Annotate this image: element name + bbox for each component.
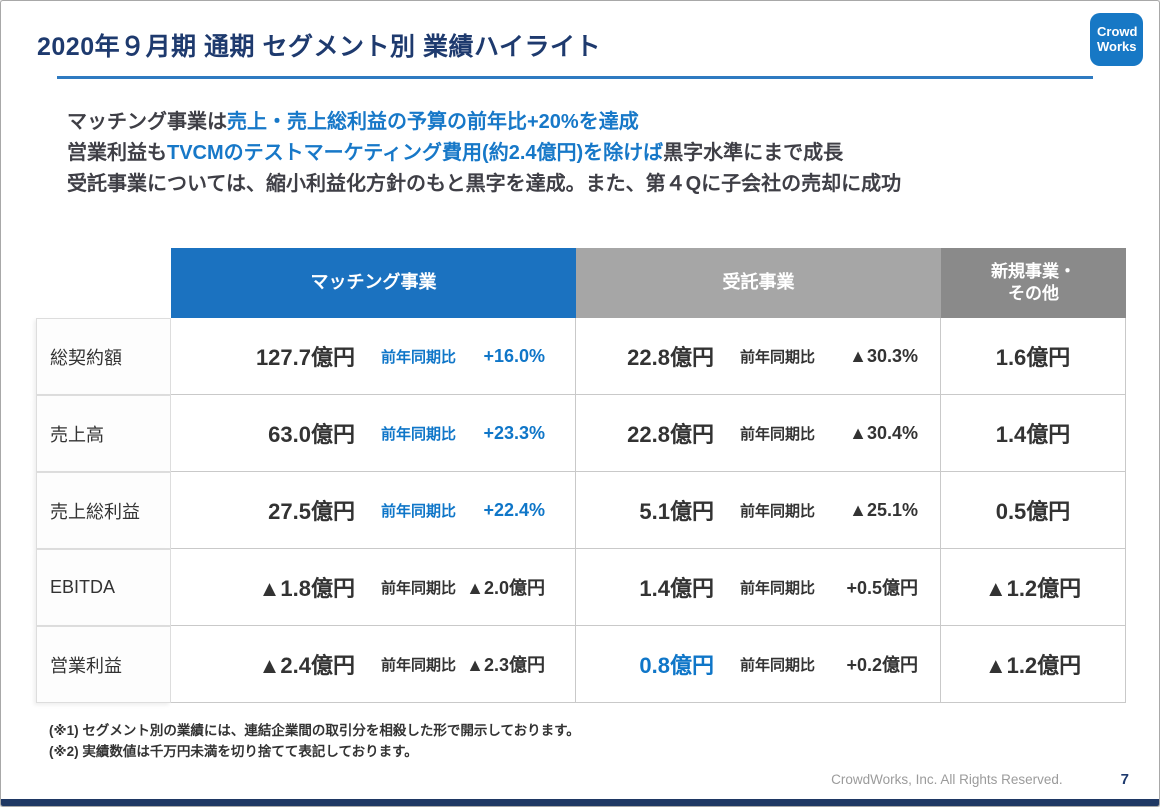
row-label: EBITDA (36, 549, 171, 626)
matching-cell: 27.5億円 前年同期比 +22.4% (171, 472, 576, 549)
copyright-text: CrowdWorks, Inc. All Rights Reserved. (831, 772, 1063, 787)
column-header-contracted: 受託事業 (576, 248, 941, 318)
yoy-change: ▲25.1% (849, 499, 918, 520)
summary-2-highlight: TVCMのテストマーケティング費用(約2.4億円)を除けば (167, 142, 664, 164)
matching-cell: 127.7億円 前年同期比 +16.0% (171, 318, 576, 395)
new-business-cell: 1.4億円 (941, 395, 1126, 472)
matching-cell: 63.0億円 前年同期比 +23.3% (171, 395, 576, 472)
footnote-2: (※2) 実績数値は千万円未満を切り捨てて表記しております。 (49, 743, 418, 759)
table-header-row: マッチング事業 受託事業 新規事業・ その他 (36, 248, 1126, 318)
summary-line-1: マッチング事業は売上・売上総利益の予算の前年比+20%を達成 (67, 107, 1119, 138)
footnotes: (※1) セグメント別の業績には、連結企業間の取引分を相殺した形で開示しておりま… (49, 721, 1159, 763)
metric-value: 0.5億円 (995, 499, 1071, 524)
contracted-cell: 5.1億円 前年同期比 ▲25.1% (576, 472, 941, 549)
metric-value: 1.4億円 (639, 576, 714, 601)
metric-value: 63.0億円 (268, 422, 355, 447)
slide-header: 2020年９月期 通期 セグメント別 業績ハイライト (1, 1, 1159, 79)
row-label: 総契約額 (36, 318, 171, 395)
yoy-change: ▲30.4% (849, 422, 918, 443)
summary-2-dark-a: 営業利益も (67, 142, 167, 164)
column-header-new-business: 新規事業・ その他 (941, 248, 1126, 318)
contracted-cell: 1.4億円 前年同期比 +0.5億円 (576, 549, 941, 626)
yoy-change: ▲2.3億円 (466, 655, 545, 675)
yoy-change: ▲30.3% (849, 345, 918, 366)
table-row: 営業利益 ▲2.4億円 前年同期比 ▲2.3億円 0.8億円 前年同期比 +0.… (36, 626, 1126, 703)
title-underline (57, 76, 1093, 79)
contracted-cell: 0.8億円 前年同期比 +0.2億円 (576, 626, 941, 703)
contracted-cell: 22.8億円 前年同期比 ▲30.4% (576, 395, 941, 472)
yoy-label: 前年同期比 (381, 502, 457, 520)
metric-value: ▲1.2億円 (984, 653, 1082, 678)
table-row: 売上高 63.0億円 前年同期比 +23.3% 22.8億円 前年同期比 ▲30… (36, 395, 1126, 472)
table-row: EBITDA ▲1.8億円 前年同期比 ▲2.0億円 1.4億円 前年同期比 +… (36, 549, 1126, 626)
segment-results-table: マッチング事業 受託事業 新規事業・ その他 総契約額 127.7億円 前年同期… (36, 248, 1126, 703)
yoy-change: +23.3% (483, 422, 545, 443)
yoy-label: 前年同期比 (381, 425, 457, 443)
metric-value: ▲1.2億円 (984, 576, 1082, 601)
metric-value: 27.5億円 (268, 499, 355, 524)
metric-value: ▲2.4億円 (258, 653, 355, 678)
summary-2-dark-b: 黒字水準にまで成長 (663, 142, 844, 164)
new-business-cell: 0.5億円 (941, 472, 1126, 549)
yoy-label: 前年同期比 (740, 348, 816, 366)
summary-1-dark: マッチング事業は (67, 111, 227, 133)
column-header-matching: マッチング事業 (171, 248, 576, 318)
bottom-accent-bar (1, 799, 1159, 806)
logo-text-line2: Works (1097, 38, 1137, 54)
summary-line-2: 営業利益もTVCMのテストマーケティング費用(約2.4億円)を除けば黒字水準にま… (67, 138, 1119, 169)
metric-value: ▲1.8億円 (258, 576, 355, 601)
yoy-label: 前年同期比 (740, 579, 816, 597)
yoy-label: 前年同期比 (381, 656, 457, 674)
yoy-label: 前年同期比 (381, 579, 457, 597)
metric-value: 127.7億円 (255, 345, 355, 370)
matching-cell: ▲1.8億円 前年同期比 ▲2.0億円 (171, 549, 576, 626)
yoy-change: +22.4% (483, 499, 545, 520)
logo-text-line1: Crowd (1097, 23, 1138, 39)
summary-1-highlight: 売上・売上総利益の予算の前年比+20%を達成 (227, 111, 639, 133)
yoy-change: +0.5億円 (846, 578, 918, 598)
table-header-empty-cell (36, 248, 171, 318)
metric-value: 1.6億円 (995, 345, 1071, 370)
yoy-change: +0.2億円 (846, 655, 918, 675)
crowdworks-logo: Crowd Works (1090, 13, 1143, 66)
yoy-change: ▲2.0億円 (466, 578, 545, 598)
summary-line-3: 受託事業については、縮小利益化方針のもと黒字を達成。また、第４Qに子会社の売却に… (67, 173, 902, 195)
matching-cell: ▲2.4億円 前年同期比 ▲2.3億円 (171, 626, 576, 703)
metric-value: 5.1億円 (639, 499, 714, 524)
page-title: 2020年９月期 通期 セグメント別 業績ハイライト (37, 33, 601, 61)
page-number: 7 (1120, 771, 1129, 788)
yoy-label: 前年同期比 (740, 425, 816, 443)
yoy-label: 前年同期比 (740, 502, 816, 520)
table-row: 売上総利益 27.5億円 前年同期比 +22.4% 5.1億円 前年同期比 ▲2… (36, 472, 1126, 549)
new-business-cell: ▲1.2億円 (941, 549, 1126, 626)
new-business-cell: ▲1.2億円 (941, 626, 1126, 703)
yoy-label: 前年同期比 (740, 656, 816, 674)
yoy-change: +16.0% (483, 345, 545, 366)
row-label: 営業利益 (36, 626, 171, 703)
footnote-1: (※1) セグメント別の業績には、連結企業間の取引分を相殺した形で開示しておりま… (49, 723, 580, 738)
slide-footer: CrowdWorks, Inc. All Rights Reserved. 7 (831, 771, 1129, 788)
metric-value: 0.8億円 (639, 653, 714, 678)
summary-text: マッチング事業は売上・売上総利益の予算の前年比+20%を達成 営業利益もTVCM… (67, 107, 1119, 200)
new-business-cell: 1.6億円 (941, 318, 1126, 395)
table-row: 総契約額 127.7億円 前年同期比 +16.0% 22.8億円 前年同期比 ▲… (36, 318, 1126, 395)
metric-value: 1.4億円 (995, 422, 1071, 447)
contracted-cell: 22.8億円 前年同期比 ▲30.3% (576, 318, 941, 395)
yoy-label: 前年同期比 (381, 348, 457, 366)
row-label: 売上高 (36, 395, 171, 472)
metric-value: 22.8億円 (627, 345, 714, 370)
metric-value: 22.8億円 (627, 422, 714, 447)
row-label: 売上総利益 (36, 472, 171, 549)
